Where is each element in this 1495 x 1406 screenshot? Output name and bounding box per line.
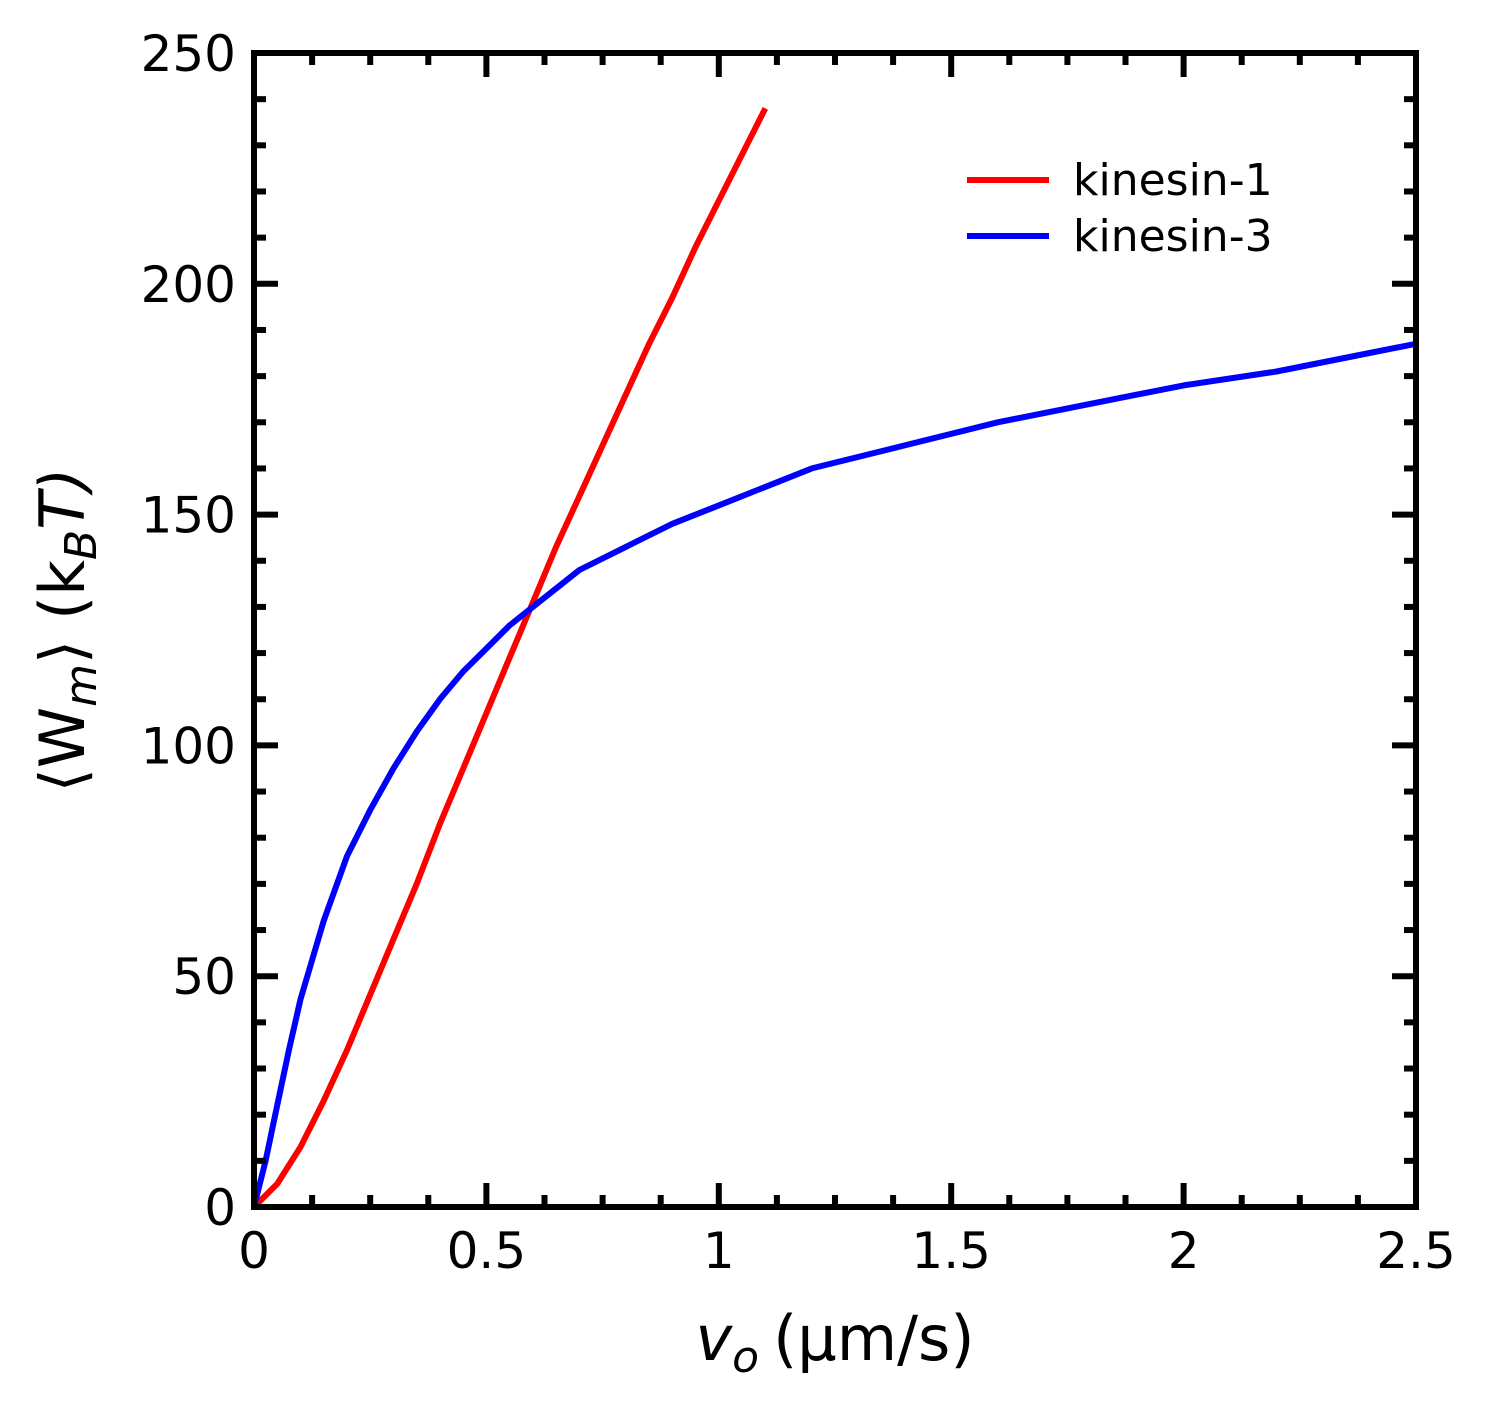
tick-labels-layer: 0 0.5 1 1.5 2 2.5 0 50 100 150 200 250 [141, 25, 1456, 1280]
legend-label-kinesin-3: kinesin-3 [1073, 211, 1273, 262]
x-axis-label: vo (μm/s) [695, 1302, 974, 1383]
x-tick-label: 1.5 [911, 1222, 991, 1280]
x-tick-label: 2 [1168, 1222, 1200, 1280]
series-layer [251, 107, 1417, 1210]
plot-frame [251, 50, 1419, 1210]
legend-label-kinesin-1: kinesin-1 [1073, 155, 1273, 206]
y-tick-label: 200 [141, 256, 236, 314]
series-line-kinesin-1 [251, 107, 768, 1210]
y-axis-label: ⟨Wm⟩ (kBT) [26, 468, 107, 793]
y-tick-label: 50 [172, 948, 236, 1006]
x-tick-label: 0 [238, 1222, 270, 1280]
y-tick-label: 0 [204, 1179, 236, 1237]
series-line-kinesin-3 [251, 340, 1417, 1208]
y-tick-label: 150 [141, 487, 236, 545]
y-tick-label: 250 [141, 25, 236, 83]
x-tick-label: 1 [703, 1222, 735, 1280]
x-tick-label: 0.5 [447, 1222, 527, 1280]
y-tick-label: 100 [141, 717, 236, 775]
x-tick-label: 2.5 [1376, 1222, 1456, 1280]
